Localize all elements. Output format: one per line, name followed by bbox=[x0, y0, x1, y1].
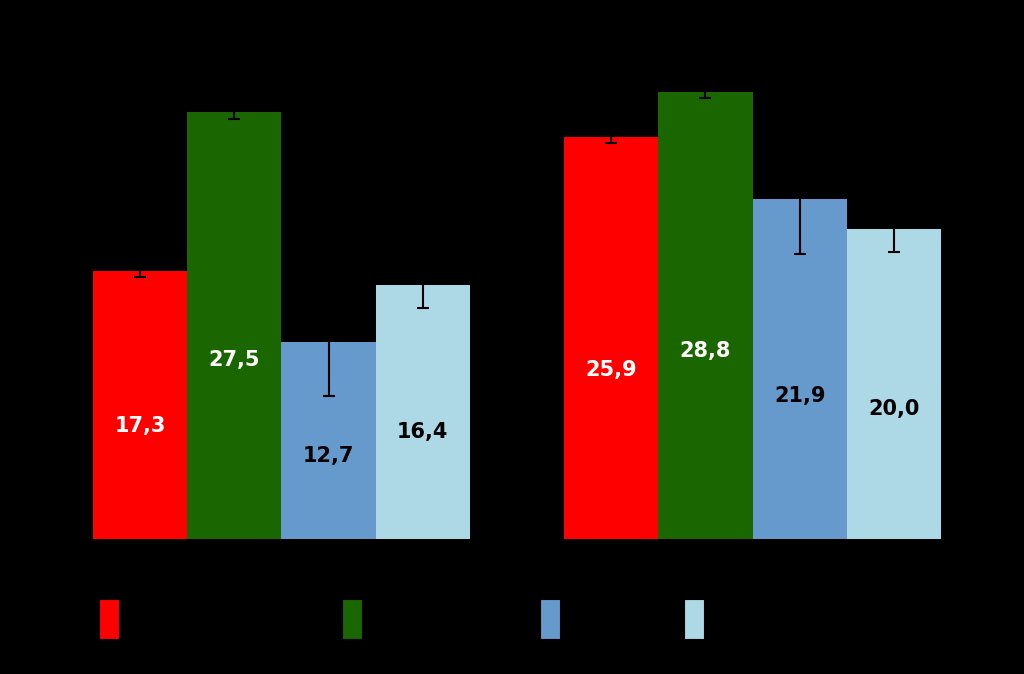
Text: FO-Lento: FO-Lento bbox=[567, 608, 659, 625]
Text: 27,5: 27,5 bbox=[209, 350, 260, 370]
FancyBboxPatch shape bbox=[684, 599, 705, 639]
Text: 20,0: 20,0 bbox=[868, 399, 920, 419]
Text: 17,3: 17,3 bbox=[115, 417, 166, 436]
Text: 28,8: 28,8 bbox=[680, 342, 731, 361]
Text: FER: FER bbox=[369, 608, 408, 625]
Bar bbox=[187, 113, 282, 539]
Text: 25,9: 25,9 bbox=[586, 361, 637, 380]
Text: 21,9: 21,9 bbox=[774, 386, 825, 406]
Text: Tecniche a Fresco: Tecniche a Fresco bbox=[126, 608, 303, 625]
Bar bbox=[753, 200, 847, 539]
Bar bbox=[658, 92, 753, 539]
Text: 12,7: 12,7 bbox=[303, 446, 354, 466]
Bar bbox=[564, 137, 658, 539]
Bar bbox=[376, 284, 470, 539]
Bar bbox=[282, 342, 376, 539]
FancyBboxPatch shape bbox=[98, 599, 119, 639]
Bar bbox=[847, 228, 941, 539]
FancyBboxPatch shape bbox=[342, 599, 361, 639]
FancyBboxPatch shape bbox=[541, 599, 560, 639]
Text: FO-Vitrificazione: FO-Vitrificazione bbox=[712, 608, 880, 625]
Bar bbox=[93, 271, 187, 539]
Text: 16,4: 16,4 bbox=[397, 423, 449, 442]
